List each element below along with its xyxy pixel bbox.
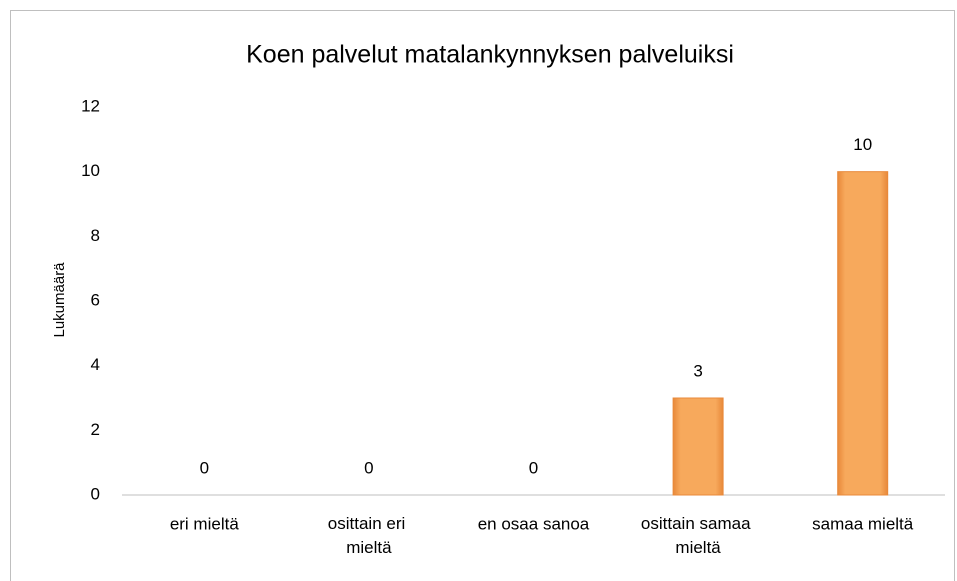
bar — [837, 171, 889, 496]
y-tick-label: 2 — [91, 420, 100, 439]
data-label: 10 — [853, 135, 872, 154]
data-label: 0 — [200, 458, 209, 477]
x-tick-label: en osaa sanoa — [478, 514, 590, 533]
y-tick-label: 12 — [81, 96, 100, 115]
chart-title: Koen palvelut matalankynnyksen palveluik… — [246, 41, 734, 69]
y-tick-label: 4 — [91, 355, 100, 374]
x-tick-label: samaa mieltä — [812, 514, 914, 533]
bar — [672, 397, 724, 496]
data-label: 0 — [364, 458, 373, 477]
y-tick-label: 8 — [91, 226, 100, 245]
y-tick-label: 0 — [91, 484, 100, 503]
data-label: 0 — [529, 458, 538, 477]
y-tick-label: 6 — [91, 290, 100, 309]
x-tick-label: osittain eri mieltä — [328, 514, 410, 557]
y-tick-label: 10 — [81, 161, 100, 180]
chart-frame — [10, 10, 955, 581]
x-tick-label: eri mieltä — [170, 514, 240, 533]
x-tick-label: osittain samaa mieltä — [641, 514, 755, 557]
data-label: 3 — [693, 361, 702, 380]
y-axis-label: Lukumäärä — [51, 262, 68, 338]
